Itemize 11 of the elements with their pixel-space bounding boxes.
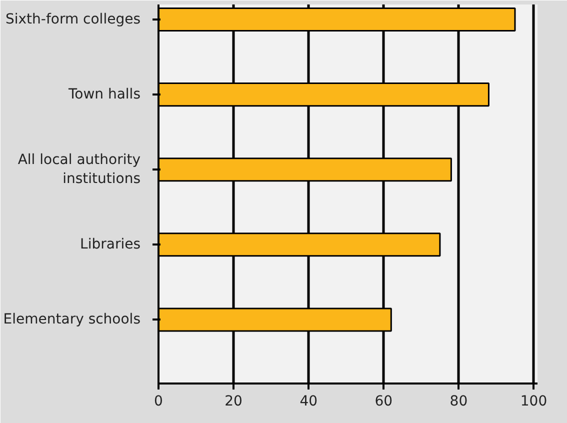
x-tick-label: 0	[154, 394, 163, 410]
x-tick-label: 100	[520, 394, 548, 410]
x-tick-label: 60	[374, 394, 393, 410]
y-tick-label: Elementary schools	[3, 312, 141, 328]
x-tick-label: 80	[450, 394, 468, 410]
y-tick-label: Town halls	[67, 86, 141, 103]
y-tick-label: All local authority institutions	[18, 152, 141, 188]
x-tick-label: 40	[300, 394, 318, 410]
y-tick-label: Libraries	[80, 236, 141, 253]
x-tick-label: 20	[224, 394, 242, 410]
y-tick-label: Sixth-form colleges	[5, 12, 141, 28]
